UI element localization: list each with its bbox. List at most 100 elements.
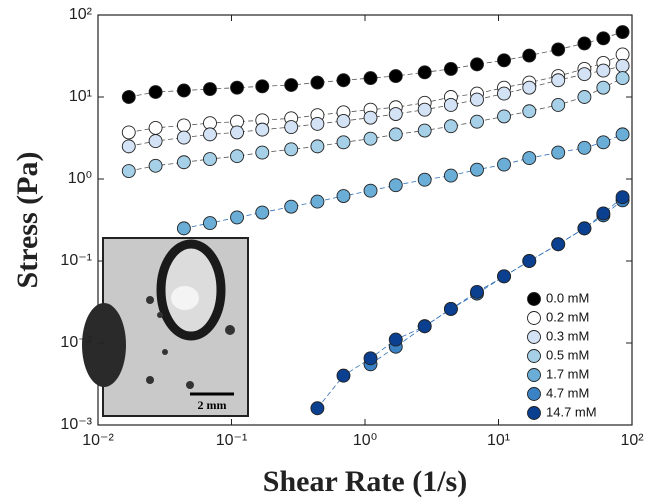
point: [363, 351, 378, 366]
point: [470, 114, 484, 129]
point: [596, 135, 611, 150]
point: [577, 140, 592, 155]
inset-bubble: [162, 349, 168, 355]
point: [121, 125, 136, 140]
legend-marker: [527, 387, 541, 401]
point: [363, 131, 378, 146]
point: [470, 57, 484, 72]
point: [522, 104, 537, 119]
x-tick-label: 10⁰: [353, 432, 377, 449]
point: [551, 42, 566, 57]
point: [470, 162, 484, 177]
x-tick-label: 10⁻¹: [216, 432, 248, 449]
point: [522, 48, 537, 63]
point: [310, 401, 325, 416]
point: [336, 135, 351, 150]
y-tick-label: 10⁻³: [60, 416, 92, 433]
x-tick-label: 10¹: [487, 432, 510, 449]
y-tick-label: 10⁰: [68, 170, 92, 187]
point: [284, 142, 299, 157]
point: [443, 119, 458, 134]
point: [417, 102, 432, 117]
point: [176, 155, 191, 170]
points: [121, 25, 630, 416]
point: [522, 151, 537, 166]
inset-bubble: [225, 325, 235, 335]
inset: 2 mm: [82, 237, 249, 417]
inset-bubble: [146, 296, 154, 304]
point: [121, 164, 136, 179]
point: [615, 25, 630, 39]
point: [310, 194, 325, 209]
inset-bubble: [146, 376, 154, 384]
point: [388, 127, 403, 142]
point: [203, 127, 217, 142]
point: [497, 53, 511, 68]
inset-highlight: [171, 286, 199, 310]
legend-marker: [527, 349, 541, 363]
point: [363, 110, 378, 125]
point: [615, 190, 630, 205]
legend-label: 14.7 mM: [546, 404, 597, 419]
inset-scale-label: 2 mm: [198, 398, 227, 412]
point: [417, 65, 432, 80]
legend-label: 0.2 mM: [546, 309, 589, 324]
point: [443, 61, 458, 76]
point: [203, 82, 217, 97]
point: [310, 75, 325, 90]
point: [176, 83, 191, 98]
legend-marker: [527, 292, 541, 306]
legend-marker: [527, 311, 541, 325]
point: [284, 199, 299, 214]
point: [203, 152, 217, 167]
point: [336, 189, 351, 203]
point: [577, 67, 592, 82]
point: [284, 78, 299, 92]
point: [551, 145, 566, 160]
x-tick-label: 10²: [620, 432, 644, 449]
point: [577, 221, 592, 236]
point: [615, 58, 630, 73]
point: [336, 368, 351, 383]
point: [615, 127, 630, 142]
point: [522, 80, 537, 95]
point: [148, 158, 163, 173]
point: [497, 157, 511, 172]
point: [551, 237, 566, 252]
point: [522, 254, 537, 268]
point: [310, 139, 325, 154]
point: [255, 205, 270, 220]
fit-line: [128, 65, 623, 147]
point: [417, 123, 432, 138]
inset-drop-edge: [82, 303, 126, 387]
point: [230, 149, 244, 164]
legend-marker: [527, 330, 541, 344]
legend-marker: [527, 406, 541, 420]
point: [336, 73, 351, 88]
point: [417, 172, 432, 187]
point: [388, 178, 403, 193]
y-tick-label: 10⁻¹: [60, 252, 92, 269]
legend-label: 0.3 mM: [546, 328, 589, 343]
point: [551, 97, 566, 112]
point: [388, 332, 403, 347]
inset-bubble: [157, 312, 163, 318]
point: [470, 284, 484, 299]
point: [443, 168, 458, 183]
point: [596, 63, 611, 78]
point: [121, 139, 136, 154]
legend-marker: [527, 368, 541, 382]
point: [255, 145, 270, 160]
y-tick-label: 10²: [69, 6, 93, 23]
point: [577, 36, 592, 51]
point: [176, 221, 191, 236]
point: [363, 71, 378, 86]
point: [310, 116, 325, 131]
inset-bubble: [186, 381, 194, 389]
point: [443, 97, 458, 112]
point: [497, 109, 511, 124]
point: [148, 85, 163, 99]
point: [596, 31, 611, 46]
point: [470, 92, 484, 107]
